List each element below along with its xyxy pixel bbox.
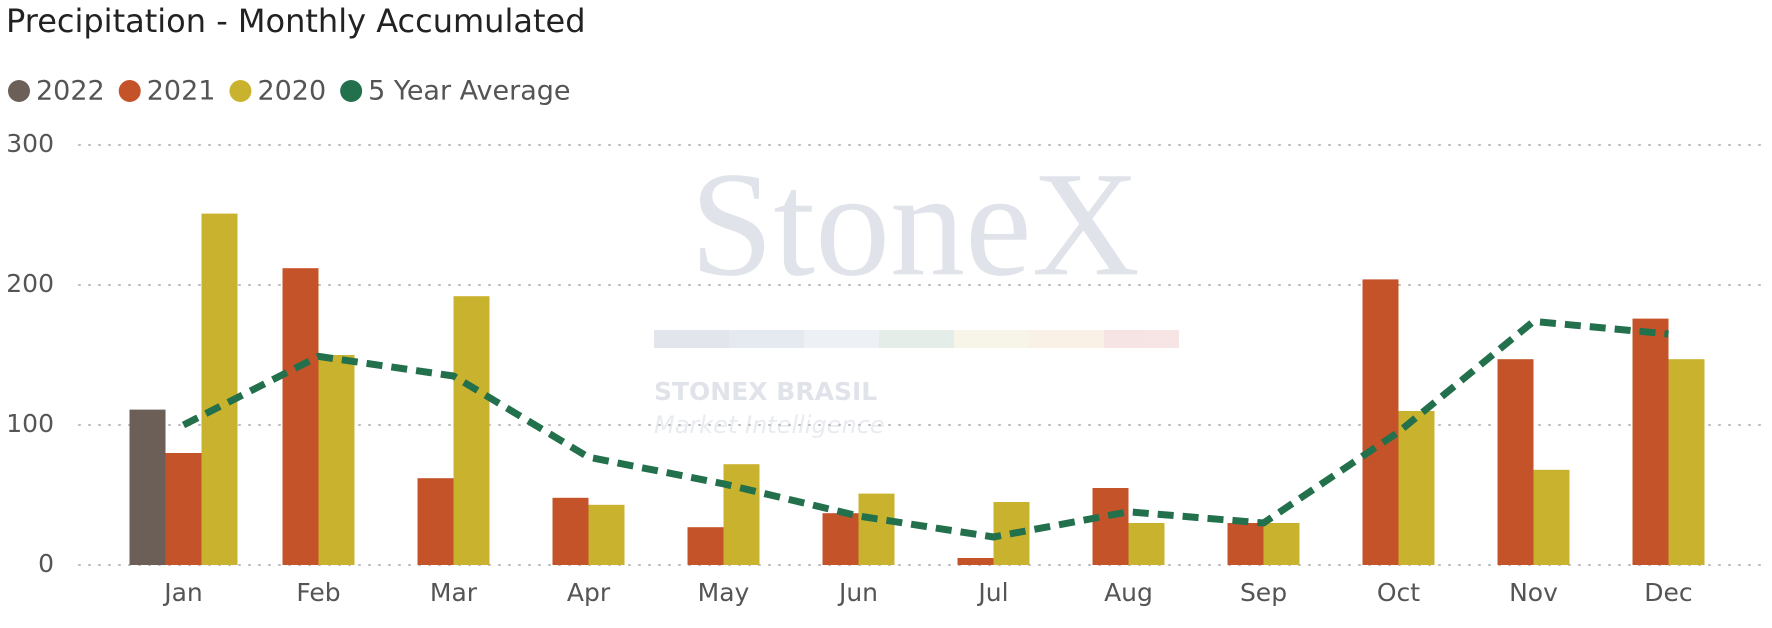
bar: [1398, 411, 1435, 565]
y-tick-label: 300: [6, 129, 54, 158]
legend-marker: [118, 80, 141, 102]
watermark-stripe: [654, 330, 729, 348]
bar: [1263, 523, 1300, 565]
x-tick-label: Nov: [1509, 578, 1558, 607]
bar: [1533, 469, 1570, 565]
bar: [318, 355, 355, 565]
bar: [588, 504, 625, 565]
bar: [552, 497, 589, 565]
watermark-stripe: [729, 330, 804, 348]
watermark-stripe: [954, 330, 1029, 348]
bar: [1632, 318, 1669, 565]
legend-label: 5 Year Average: [368, 76, 570, 107]
legend-marker: [8, 80, 30, 102]
x-tick-label: Aug: [1104, 578, 1153, 607]
x-tick-label: Sep: [1240, 578, 1287, 607]
watermark-stripe: [1104, 330, 1179, 348]
bar: [1668, 359, 1705, 565]
watermark-stripe: [1029, 330, 1104, 348]
chart-title: Precipitation - Monthly Accumulated: [6, 2, 586, 40]
bar: [723, 464, 760, 565]
bar: [1227, 523, 1264, 565]
legend-marker: [340, 80, 363, 102]
bar: [453, 296, 490, 565]
legend-label: 2022: [36, 76, 105, 107]
bar: [1092, 488, 1129, 565]
x-tick-label: Oct: [1377, 578, 1420, 607]
bar: [417, 478, 454, 565]
bar: [858, 493, 895, 565]
watermark-stripe: [879, 330, 954, 348]
legend-marker: [229, 80, 252, 102]
y-tick-label: 200: [6, 269, 54, 298]
watermark: StoneX STONEX BRASIL Market Intelligence: [654, 141, 1179, 439]
x-tick-label: May: [698, 578, 750, 607]
bar: [687, 527, 724, 565]
bar: [165, 453, 202, 565]
x-tick-label: Feb: [296, 578, 340, 607]
x-tick-label: Jun: [837, 578, 878, 607]
x-tick-label: Mar: [430, 578, 478, 607]
y-tick-label: 0: [38, 549, 54, 578]
bar: [201, 213, 238, 565]
watermark-logo: StoneX: [690, 141, 1140, 307]
x-tick-label: Jul: [976, 578, 1008, 607]
bar: [1128, 523, 1165, 565]
bar: [1497, 359, 1534, 565]
legend-label: 2021: [147, 76, 216, 107]
y-tick-label: 100: [6, 409, 54, 438]
x-tick-label: Dec: [1644, 578, 1692, 607]
x-tick-label: Apr: [567, 578, 611, 607]
bar: [129, 409, 166, 565]
line-series: [181, 317, 1669, 541]
bar: [957, 558, 994, 565]
bar: [282, 268, 319, 565]
watermark-stripe: [804, 330, 879, 348]
legend-label: 2020: [257, 76, 326, 107]
watermark-company: STONEX BRASIL: [654, 377, 877, 406]
bar: [1362, 279, 1399, 565]
x-tick-label: Jan: [162, 578, 203, 607]
bar: [822, 513, 859, 565]
